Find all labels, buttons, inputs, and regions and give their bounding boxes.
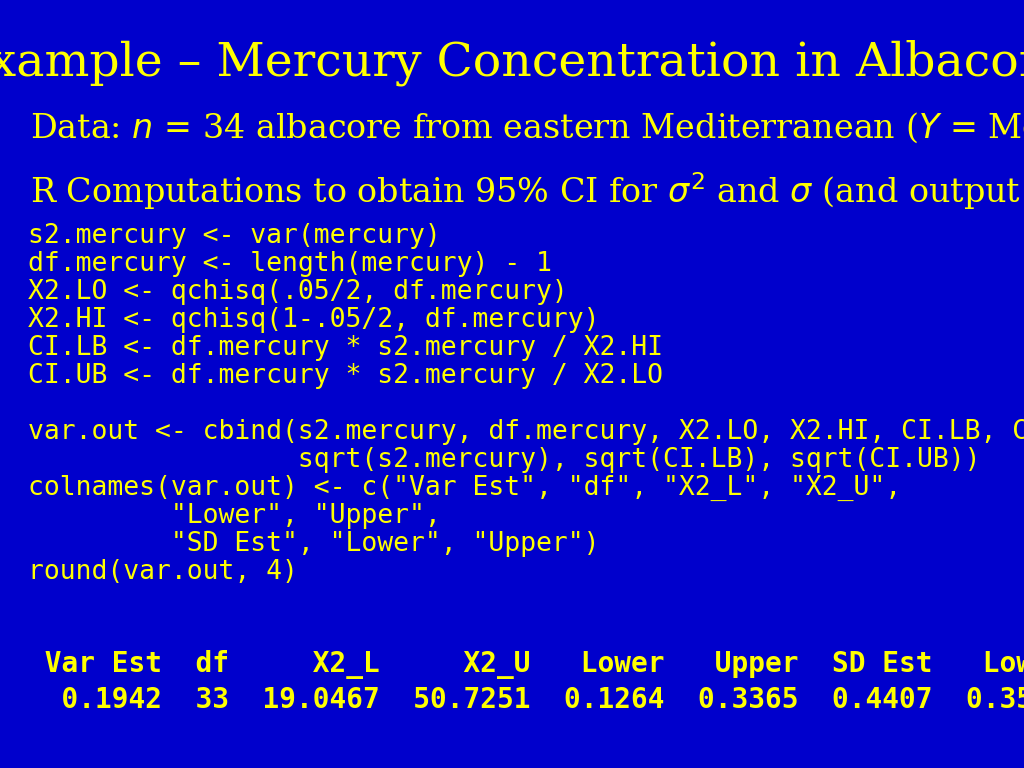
Text: 0.1942  33  19.0467  50.7251  0.1264  0.3365  0.4407  0.3555  0.5801: 0.1942 33 19.0467 50.7251 0.1264 0.3365 …	[28, 686, 1024, 714]
Text: colnames(var.out) <- c("Var Est", "df", "X2_L", "X2_U",: colnames(var.out) <- c("Var Est", "df", …	[28, 475, 901, 501]
Text: CI.UB <- df.mercury * s2.mercury / X2.LO: CI.UB <- df.mercury * s2.mercury / X2.LO	[28, 363, 663, 389]
Text: X2.LO <- qchisq(.05/2, df.mercury): X2.LO <- qchisq(.05/2, df.mercury)	[28, 279, 567, 305]
Text: Var Est  df     X2_L     X2_U   Lower   Upper  SD Est   Lower   Upper: Var Est df X2_L X2_U Lower Upper SD Est …	[28, 650, 1024, 679]
Text: "Lower", "Upper",: "Lower", "Upper",	[28, 503, 440, 529]
Text: round(var.out, 4): round(var.out, 4)	[28, 559, 298, 585]
Text: s2.mercury <- var(mercury): s2.mercury <- var(mercury)	[28, 223, 440, 249]
Text: sqrt(s2.mercury), sqrt(CI.LB), sqrt(CI.UB)): sqrt(s2.mercury), sqrt(CI.LB), sqrt(CI.U…	[28, 447, 981, 473]
Text: Example – Mercury Concentration in Albacore: Example – Mercury Concentration in Albac…	[0, 40, 1024, 87]
Text: X2.HI <- qchisq(1-.05/2, df.mercury): X2.HI <- qchisq(1-.05/2, df.mercury)	[28, 307, 599, 333]
Text: R Computations to obtain 95% CI for $\sigma^2$ and $\sigma$ (and output them): R Computations to obtain 95% CI for $\si…	[30, 170, 1024, 212]
Text: Data: $\mathit{n}$ = 34 albacore from eastern Mediterranean ($\mathit{Y}$ = Merc: Data: $\mathit{n}$ = 34 albacore from ea…	[30, 110, 1024, 151]
Text: CI.LB <- df.mercury * s2.mercury / X2.HI: CI.LB <- df.mercury * s2.mercury / X2.HI	[28, 335, 663, 361]
Text: df.mercury <- length(mercury) - 1: df.mercury <- length(mercury) - 1	[28, 251, 552, 277]
Text: var.out <- cbind(s2.mercury, df.mercury, X2.LO, X2.HI, CI.LB, CI.UB,: var.out <- cbind(s2.mercury, df.mercury,…	[28, 419, 1024, 445]
Text: "SD Est", "Lower", "Upper"): "SD Est", "Lower", "Upper")	[28, 531, 599, 557]
